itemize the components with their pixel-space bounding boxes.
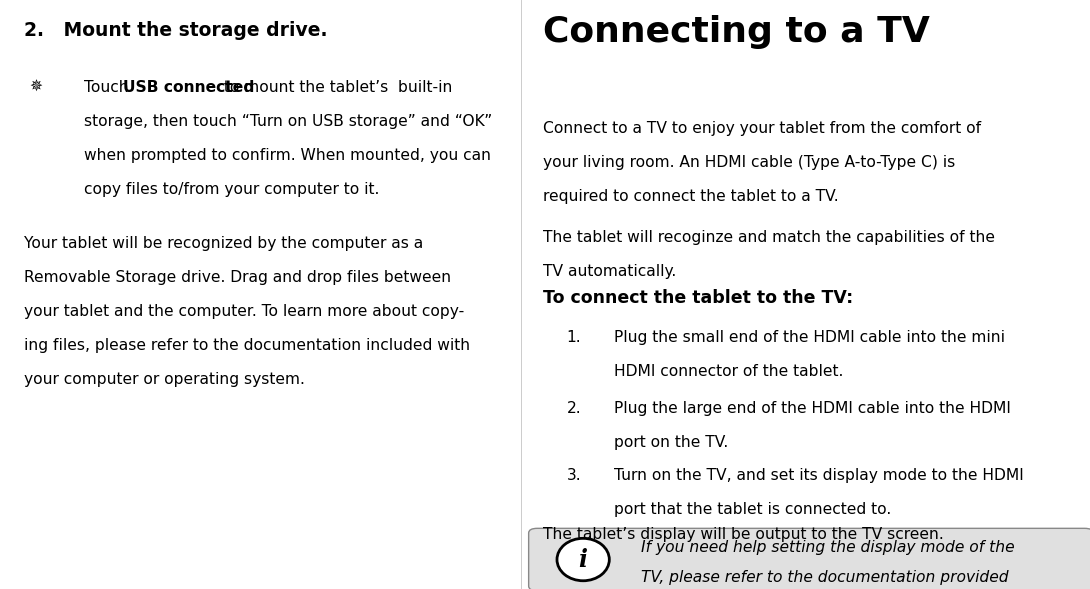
Text: 3.: 3. — [567, 468, 581, 483]
Text: Connecting to a TV: Connecting to a TV — [543, 15, 930, 49]
Text: 2.: 2. — [567, 401, 581, 415]
Text: copy files to/from your computer to it.: copy files to/from your computer to it. — [84, 182, 379, 197]
Text: 1.: 1. — [567, 330, 581, 345]
Text: The tablet’s display will be output to the TV screen.: The tablet’s display will be output to t… — [543, 527, 944, 542]
Text: USB connected: USB connected — [122, 80, 254, 94]
Text: ing files, please refer to the documentation included with: ing files, please refer to the documenta… — [24, 338, 470, 353]
Text: Plug the small end of the HDMI cable into the mini: Plug the small end of the HDMI cable int… — [614, 330, 1005, 345]
Text: Removable Storage drive. Drag and drop files between: Removable Storage drive. Drag and drop f… — [24, 270, 451, 284]
Text: To connect the tablet to the TV:: To connect the tablet to the TV: — [543, 289, 853, 307]
Text: i: i — [579, 548, 588, 571]
Text: to mount the tablet’s  built-in: to mount the tablet’s built-in — [219, 80, 452, 94]
Text: port on the TV.: port on the TV. — [614, 435, 728, 449]
Text: Connect to a TV to enjoy your tablet from the comfort of: Connect to a TV to enjoy your tablet fro… — [543, 121, 981, 135]
Text: 2.   Mount the storage drive.: 2. Mount the storage drive. — [24, 21, 327, 39]
Text: TV automatically.: TV automatically. — [543, 264, 676, 279]
Text: your tablet and the computer. To learn more about copy-: your tablet and the computer. To learn m… — [24, 304, 464, 319]
Text: storage, then touch “Turn on USB storage” and “OK”: storage, then touch “Turn on USB storage… — [84, 114, 493, 128]
Text: Turn on the TV, and set its display mode to the HDMI: Turn on the TV, and set its display mode… — [614, 468, 1024, 483]
FancyBboxPatch shape — [529, 528, 1090, 589]
Text: your living room. An HDMI cable (Type A-to-Type C) is: your living room. An HDMI cable (Type A-… — [543, 155, 955, 170]
Text: Touch: Touch — [84, 80, 133, 94]
Text: Plug the large end of the HDMI cable into the HDMI: Plug the large end of the HDMI cable int… — [614, 401, 1010, 415]
Text: TV, please refer to the documentation provided: TV, please refer to the documentation pr… — [641, 570, 1008, 585]
Text: your computer or operating system.: your computer or operating system. — [24, 372, 305, 387]
Text: HDMI connector of the tablet.: HDMI connector of the tablet. — [614, 364, 843, 379]
Text: required to connect the tablet to a TV.: required to connect the tablet to a TV. — [543, 189, 838, 204]
Text: The tablet will recoginze and match the capabilities of the: The tablet will recoginze and match the … — [543, 230, 995, 244]
Ellipse shape — [557, 538, 609, 581]
Text: ✵: ✵ — [29, 80, 43, 94]
Text: port that the tablet is connected to.: port that the tablet is connected to. — [614, 502, 891, 517]
Text: Your tablet will be recognized by the computer as a: Your tablet will be recognized by the co… — [24, 236, 423, 250]
Text: If you need help setting the display mode of the: If you need help setting the display mod… — [641, 540, 1015, 555]
Text: when prompted to confirm. When mounted, you can: when prompted to confirm. When mounted, … — [84, 148, 490, 163]
